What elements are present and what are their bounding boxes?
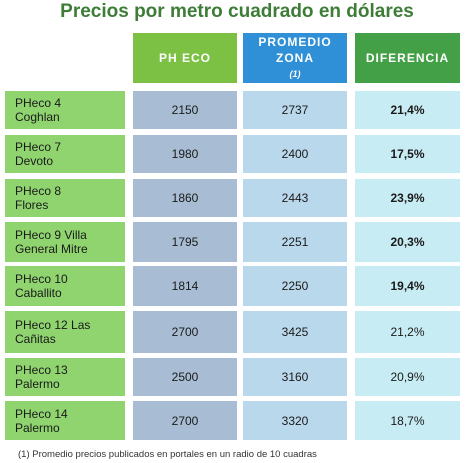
value-cell: 18,7%	[355, 401, 460, 440]
value-cell: 2500	[133, 358, 237, 396]
header-text: PH ECO	[158, 51, 211, 65]
value-cell: 19,4%	[355, 266, 460, 306]
row-label: PHeco 9 Villa General Mitre	[5, 222, 125, 262]
value-cell: 21,2%	[355, 311, 460, 353]
value-cell: 1795	[133, 222, 237, 262]
footnote: (1) Promedio precios publicados en porta…	[18, 449, 317, 460]
value-cell: 23,9%	[355, 179, 460, 217]
header-cell: DIFERENCIA	[355, 33, 460, 83]
value-cell: 2737	[243, 91, 347, 129]
value-cell: 3320	[243, 401, 347, 440]
header-note: (1)	[289, 69, 301, 79]
value-cell: 2400	[243, 135, 347, 173]
value-cell: 2700	[133, 401, 237, 440]
value-cell: 1860	[133, 179, 237, 217]
value-cell: 2251	[243, 222, 347, 262]
row-label: PHeco 7 Devoto	[5, 135, 125, 173]
row-label: PHeco 4 Coghlan	[5, 91, 125, 129]
value-cell: 17,5%	[355, 135, 460, 173]
value-cell: 3425	[243, 311, 347, 353]
value-cell: 20,3%	[355, 222, 460, 262]
value-cell: 3160	[243, 358, 347, 396]
value-cell: 21,4%	[355, 91, 460, 129]
value-cell: 2250	[243, 266, 347, 306]
row-label: PHeco 10 Caballito	[5, 266, 125, 306]
row-label: PHeco 8 Flores	[5, 179, 125, 217]
header-text: PROMEDIO ZONA	[258, 35, 332, 65]
row-label: PHeco 12 Las Cañitas	[5, 311, 125, 353]
value-cell: 2443	[243, 179, 347, 217]
title: Precios por metro cuadrado en dólares	[60, 1, 414, 22]
header-cell: PROMEDIO ZONA (1)	[243, 33, 347, 83]
header-text: DIFERENCIA	[365, 51, 450, 65]
value-cell: 1980	[133, 135, 237, 173]
value-cell: 20,9%	[355, 358, 460, 396]
header-cell: PH ECO	[133, 33, 237, 83]
row-label: PHeco 14 Palermo	[5, 401, 125, 440]
value-cell: 2700	[133, 311, 237, 353]
value-cell: 1814	[133, 266, 237, 306]
row-label: PHeco 13 Palermo	[5, 358, 125, 396]
value-cell: 2150	[133, 91, 237, 129]
